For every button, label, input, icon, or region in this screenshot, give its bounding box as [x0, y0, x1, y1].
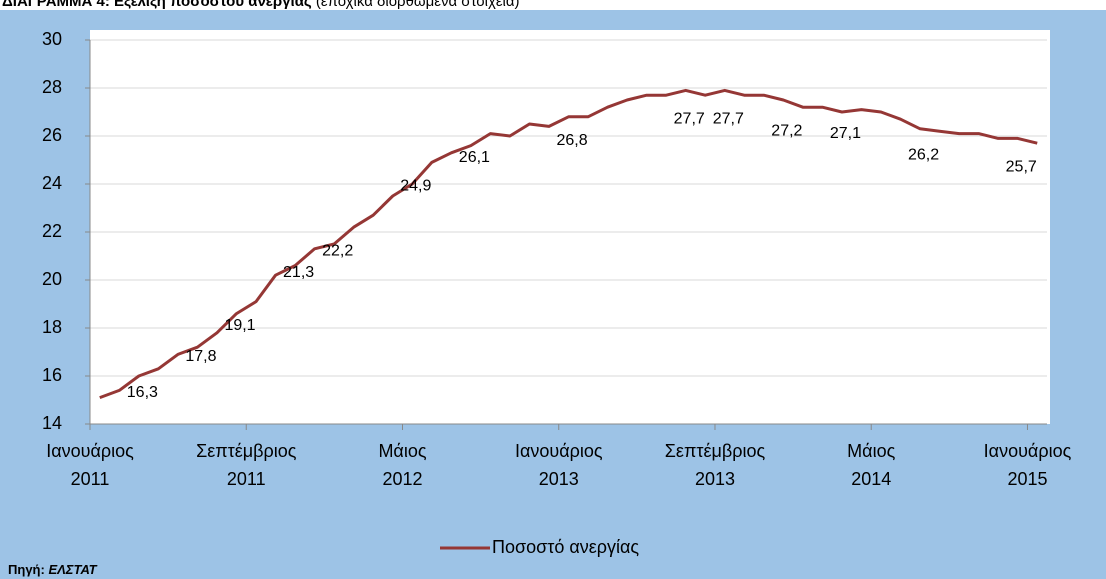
- y-tick-label: 16: [42, 365, 62, 385]
- data-label: 17,8: [185, 348, 216, 365]
- data-label: 26,2: [908, 146, 939, 163]
- source: Πηγή: ΕΛΣΤΑΤ: [8, 562, 98, 577]
- plot-area: [90, 30, 1050, 424]
- x-tick-label: Ιανουάριος 2011: [46, 441, 134, 489]
- x-tick-label: Μάιος 2014: [847, 441, 895, 489]
- x-tick-label: Σεπτέμβριος 2011: [196, 441, 297, 489]
- data-label: 26,8: [556, 132, 587, 149]
- x-tick-label: Σεπτέμβριος 2013: [665, 441, 766, 489]
- data-label: 21,3: [283, 264, 314, 281]
- chart-title: ΔΙΑΓΡΑΜΜΑ 4: Εξέλιξη ποσοστού ανεργίας (…: [2, 0, 520, 10]
- data-label: 25,7: [1006, 158, 1037, 175]
- source-label: Πηγή:: [8, 562, 45, 577]
- data-label: 27,2: [771, 122, 802, 139]
- y-tick-label: 30: [42, 29, 62, 49]
- y-tick-label: 20: [42, 269, 62, 289]
- y-tick-label: 28: [42, 77, 62, 97]
- data-label: 27,7: [713, 110, 744, 127]
- data-label: 22,2: [322, 242, 353, 259]
- x-tick-label: Μάιος 2012: [378, 441, 426, 489]
- y-tick-label: 14: [42, 413, 62, 433]
- title: ΔΙΑΓΡΑΜΜΑ 4: Εξέλιξη ποσοστού ανεργίας: [2, 0, 312, 10]
- y-tick-label: 22: [42, 221, 62, 241]
- data-label: 16,3: [127, 384, 158, 401]
- data-label: 27,1: [830, 125, 861, 142]
- subtitle: (εποχικά διορθωμένα στοιχεία): [316, 0, 520, 10]
- x-tick-label: Ιανουάριος 2013: [515, 441, 603, 489]
- data-label: 24,9: [400, 178, 431, 195]
- y-tick-label: 18: [42, 317, 62, 337]
- y-tick-label: 24: [42, 173, 62, 193]
- y-tick-label: 26: [42, 125, 62, 145]
- data-label: 19,1: [224, 317, 255, 334]
- series-line: [99, 88, 1038, 400]
- source-name: ΕΛΣΤΑΤ: [48, 562, 97, 577]
- x-tick-label: Ιανουάριος 2015: [984, 441, 1072, 489]
- data-label: 26,1: [459, 149, 490, 166]
- data-label: 27,7: [674, 110, 705, 127]
- legend-label: Ποσοστό ανεργίας: [492, 537, 639, 557]
